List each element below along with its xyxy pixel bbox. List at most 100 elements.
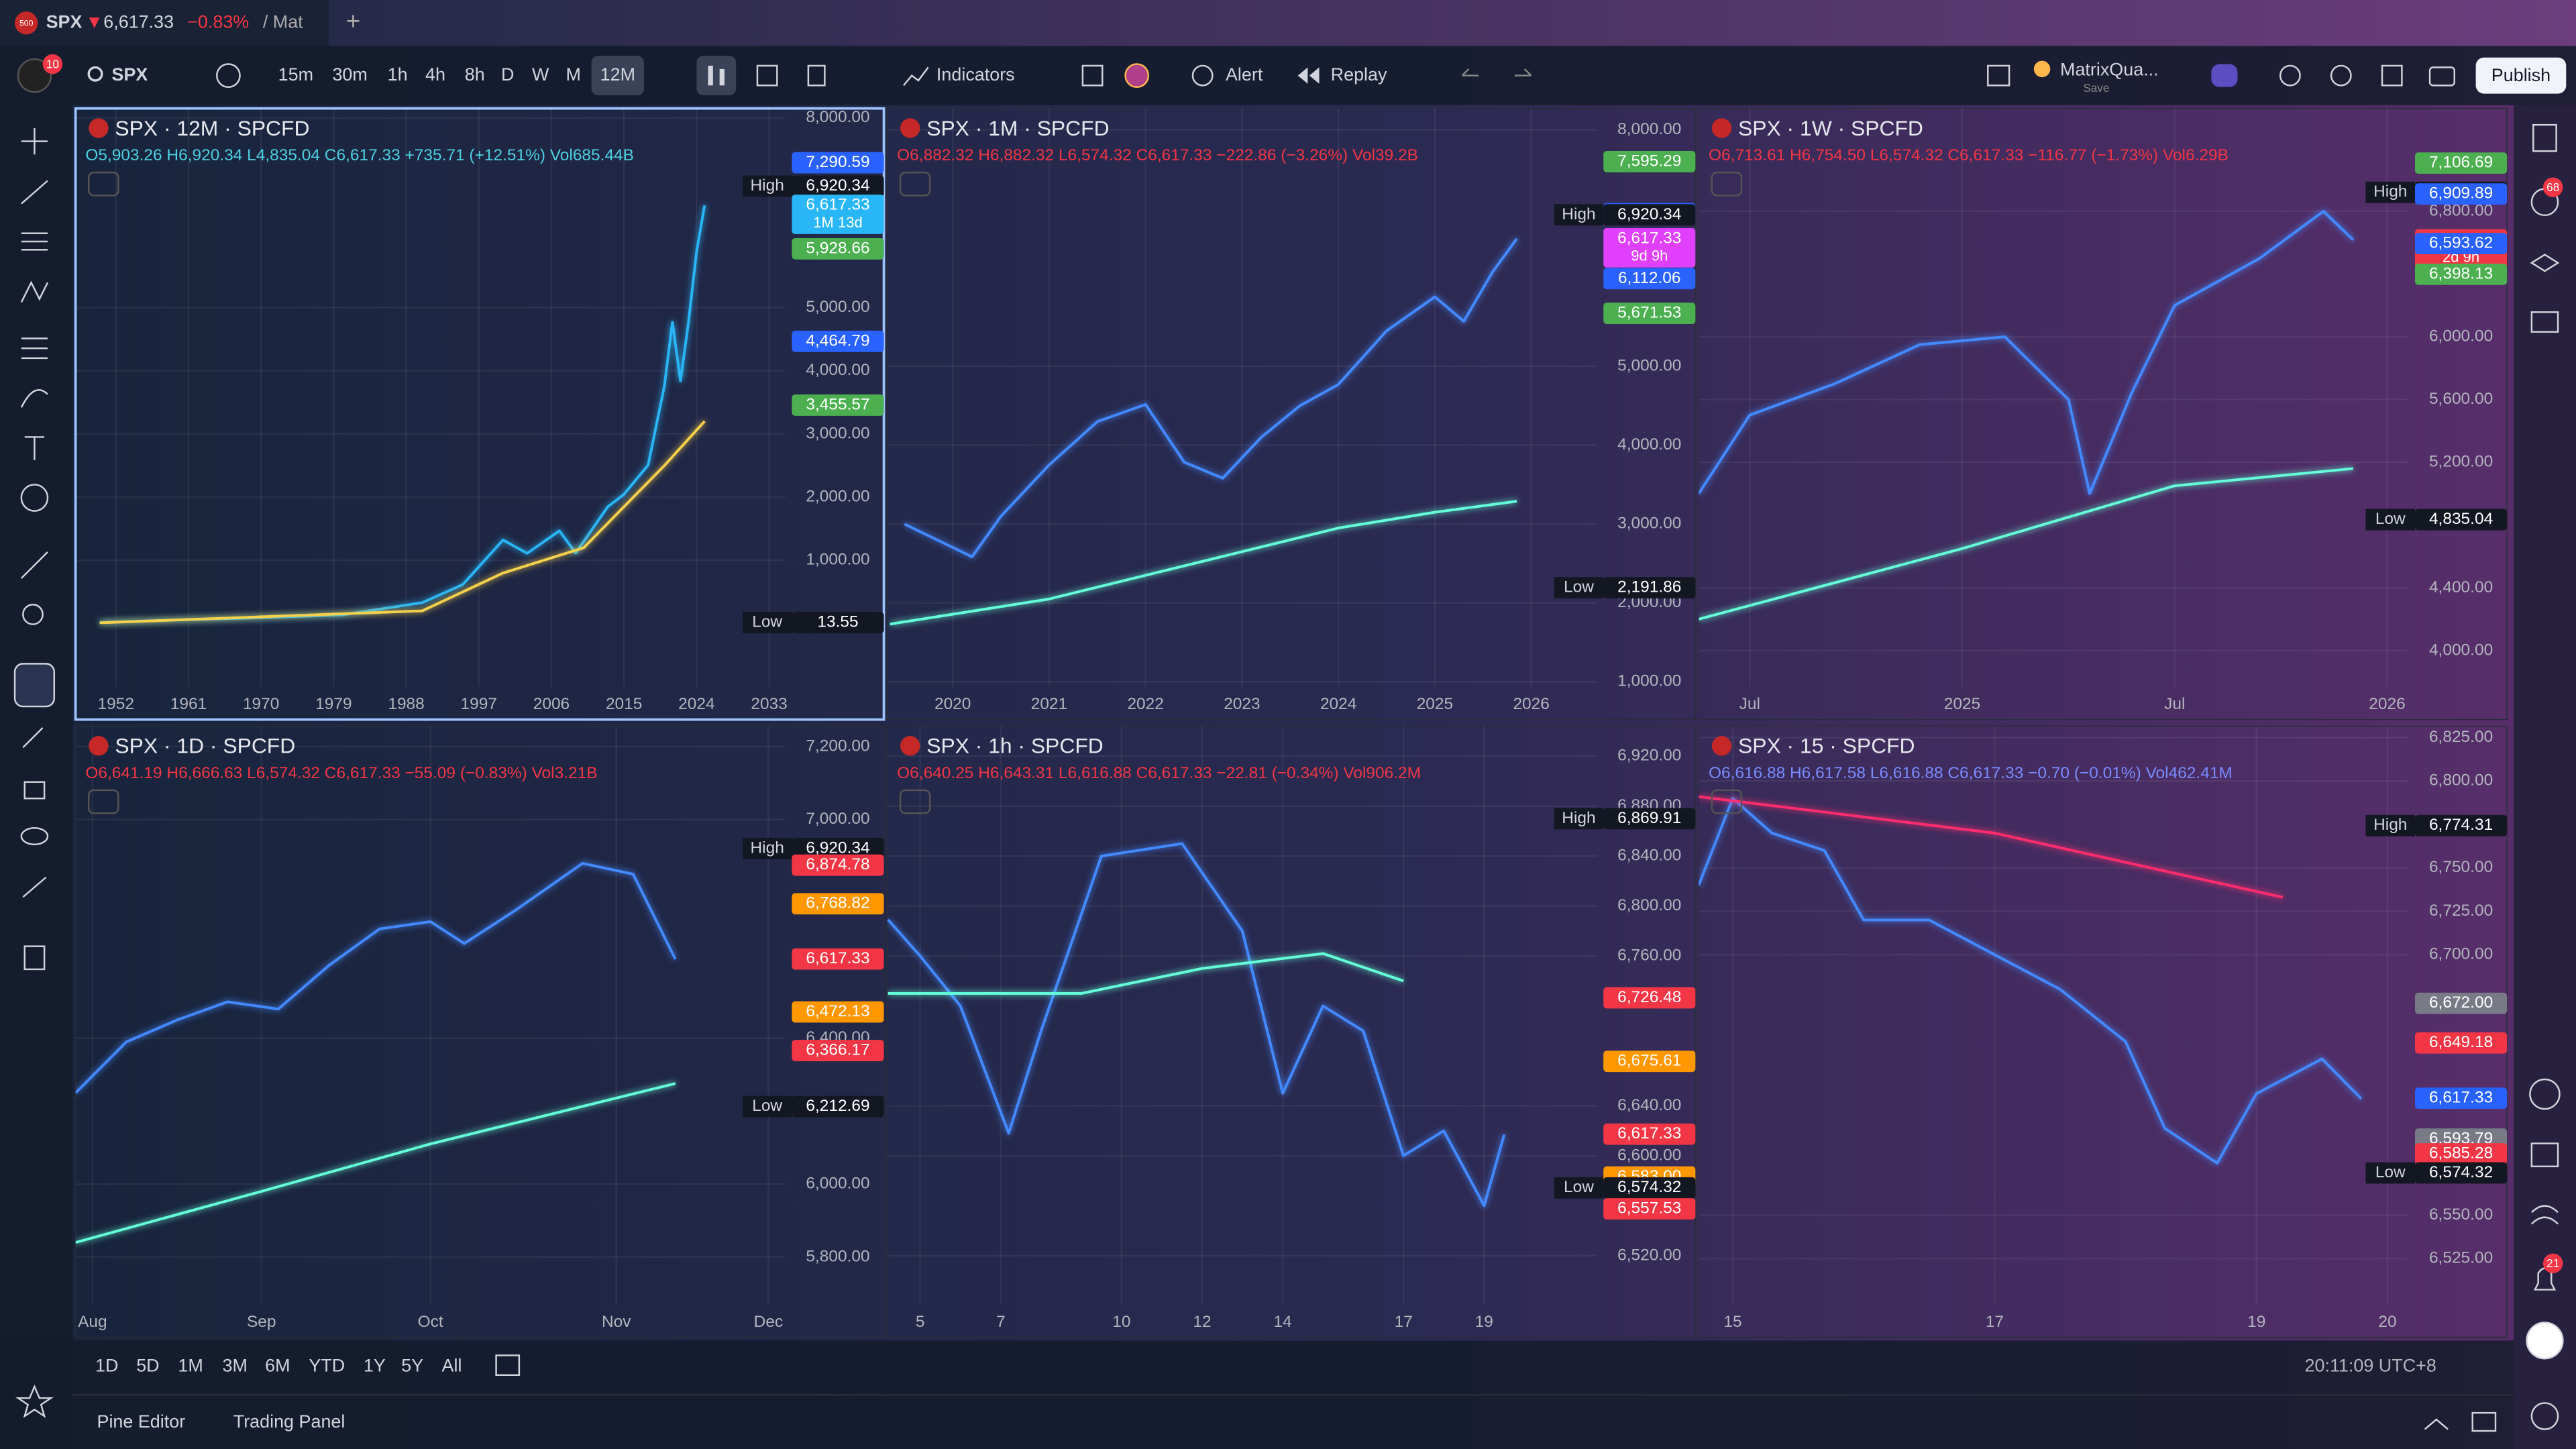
- tab[interactable]: [0, 0, 329, 46]
- interval[interactable]: 12M: [600, 64, 635, 85]
- watchlist[interactable]: [2532, 123, 2557, 152]
- interval[interactable]: M: [566, 64, 580, 85]
- chart-type-active[interactable]: [696, 56, 737, 96]
- new-tab[interactable]: +: [346, 7, 360, 35]
- pane-title[interactable]: SPX · 1W · SPCFD: [1738, 116, 1923, 140]
- target[interactable]: [2529, 1078, 2561, 1110]
- help[interactable]: [2530, 1402, 2559, 1430]
- chart-style2[interactable]: [807, 64, 826, 87]
- publish[interactable]: Publish: [2491, 65, 2551, 85]
- eye[interactable]: [20, 827, 49, 845]
- collapse[interactable]: [2424, 1418, 2449, 1430]
- pane-frame[interactable]: [1698, 725, 2508, 1338]
- pane-title[interactable]: SPX · 15 · SPCFD: [1738, 734, 1915, 758]
- pane-frame[interactable]: [74, 725, 885, 1338]
- price-tag-label: 6,398.13: [2429, 264, 2493, 282]
- publish-button[interactable]: [2475, 57, 2567, 94]
- symbol-search[interactable]: SPX: [112, 64, 148, 85]
- interval[interactable]: 15m: [278, 64, 313, 85]
- favorites[interactable]: [15, 1384, 54, 1418]
- pane-title[interactable]: SPX · 12M · SPCFD: [115, 116, 309, 140]
- templates[interactable]: [1081, 64, 1104, 87]
- compare[interactable]: [216, 63, 241, 89]
- replay[interactable]: Replay: [1331, 64, 1387, 85]
- text-tool[interactable]: [24, 436, 45, 460]
- range[interactable]: All: [442, 1356, 462, 1376]
- price-tag-label: 6,366.17: [806, 1041, 869, 1059]
- save[interactable]: Save: [2083, 81, 2109, 95]
- alert[interactable]: Alert: [1226, 64, 1263, 85]
- undo-redo[interactable]: [1461, 68, 1532, 76]
- snapshot[interactable]: [2428, 66, 2455, 87]
- layers[interactable]: [2530, 254, 2560, 272]
- avatar[interactable]: [17, 58, 52, 93]
- y-tick-label: 4,000.00: [806, 361, 869, 379]
- pane-frame[interactable]: [886, 725, 1697, 1338]
- collapse-legend[interactable]: [899, 171, 931, 197]
- collapse-legend[interactable]: [899, 789, 931, 814]
- interval[interactable]: 8h: [465, 64, 485, 85]
- interval[interactable]: 4h: [425, 64, 445, 85]
- signals[interactable]: [2531, 1205, 2559, 1225]
- range[interactable]: YTD: [309, 1356, 345, 1376]
- range[interactable]: 3M: [223, 1356, 248, 1376]
- range[interactable]: 5D: [136, 1356, 159, 1376]
- pane-frame[interactable]: [74, 107, 885, 721]
- search-tool[interactable]: [2279, 64, 2301, 87]
- range[interactable]: 1Y: [364, 1356, 386, 1376]
- collapse-legend[interactable]: [1711, 171, 1743, 197]
- magnet[interactable]: [13, 663, 56, 708]
- pane-title[interactable]: SPX · 1D · SPCFD: [115, 734, 295, 758]
- x-tick-label: 1988: [388, 695, 424, 713]
- emoji[interactable]: [20, 484, 49, 512]
- ruler[interactable]: [20, 551, 48, 579]
- goto-date[interactable]: [495, 1354, 521, 1377]
- maximize[interactable]: [2471, 1411, 2497, 1432]
- ohlc: O6,713.61 H6,754.50 L6,574.32 C6,617.33 …: [1709, 146, 2229, 164]
- lock[interactable]: [23, 781, 46, 800]
- lock-draw[interactable]: [22, 727, 44, 749]
- patterns[interactable]: [20, 280, 49, 303]
- apps[interactable]: [2526, 1322, 2564, 1360]
- interval[interactable]: 1h: [388, 64, 408, 85]
- trash[interactable]: [23, 945, 46, 971]
- interval[interactable]: W: [532, 64, 549, 85]
- brush[interactable]: [20, 389, 48, 408]
- interval[interactable]: 30m: [332, 64, 367, 85]
- layout-icon[interactable]: [1987, 64, 2010, 87]
- collapse-legend[interactable]: [88, 789, 119, 814]
- range[interactable]: 1M: [178, 1356, 203, 1376]
- trend-line[interactable]: [21, 180, 48, 205]
- range[interactable]: 1D: [95, 1356, 118, 1376]
- collapse-legend[interactable]: [1711, 789, 1743, 814]
- indicators[interactable]: Indicators: [936, 64, 1015, 85]
- prediction[interactable]: [21, 337, 48, 360]
- pine-editor[interactable]: Pine Editor: [97, 1411, 185, 1432]
- pane-title[interactable]: SPX · 1M · SPCFD: [926, 116, 1109, 140]
- pane-frame[interactable]: [1698, 107, 2508, 720]
- range[interactable]: 6M: [265, 1356, 290, 1376]
- chat[interactable]: [2530, 311, 2559, 333]
- fib[interactable]: [21, 232, 48, 251]
- collapse-legend[interactable]: [88, 171, 119, 197]
- y-tick-label: 4,000.00: [1617, 435, 1681, 453]
- settings[interactable]: [2330, 64, 2352, 87]
- trading-panel[interactable]: Trading Panel: [233, 1411, 345, 1432]
- interval[interactable]: D: [501, 64, 514, 85]
- chart-style[interactable]: [756, 64, 778, 87]
- pane-title[interactable]: SPX · 1h · SPCFD: [926, 734, 1104, 758]
- search-icon[interactable]: [87, 66, 103, 82]
- link[interactable]: [22, 876, 47, 898]
- theme[interactable]: [1124, 63, 1150, 89]
- calendar[interactable]: [2530, 1142, 2559, 1167]
- caption-box: [2365, 814, 2415, 837]
- fullscreen[interactable]: [2381, 64, 2403, 87]
- account[interactable]: [2211, 64, 2238, 87]
- layout-name[interactable]: MatrixQua...: [2060, 59, 2159, 79]
- crosshair[interactable]: [21, 128, 48, 155]
- range[interactable]: 5Y: [401, 1356, 423, 1376]
- zoom[interactable]: [22, 604, 44, 625]
- pane-frame[interactable]: [886, 107, 1697, 720]
- tab-arrow: ▼: [85, 11, 103, 32]
